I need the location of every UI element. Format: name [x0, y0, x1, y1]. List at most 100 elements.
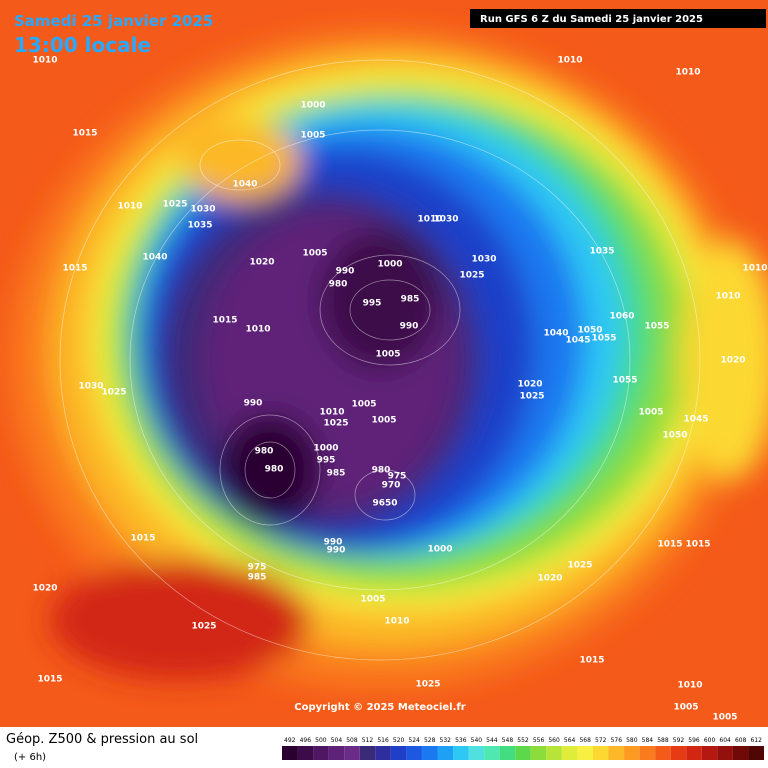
pressure-label: 1005	[712, 713, 737, 723]
pressure-label: 1010	[677, 681, 702, 691]
scale-swatch	[592, 746, 609, 760]
scale-swatch	[406, 746, 422, 760]
pressure-label: 1000	[427, 545, 452, 555]
pressure-label: 1055	[612, 376, 637, 386]
pressure-label: 985	[401, 295, 420, 305]
scale-label: 520	[393, 737, 405, 744]
pressure-label: 1025	[567, 561, 592, 571]
pressure-label: 1035	[187, 221, 212, 231]
scale-label: 516	[377, 737, 389, 744]
scale-label: 552	[517, 737, 529, 744]
scale-swatch	[421, 746, 438, 760]
scale-label: 600	[704, 737, 716, 744]
scale-swatch	[717, 746, 733, 760]
pressure-label: 980	[265, 465, 284, 475]
scale-label: 544	[486, 737, 498, 744]
scale-label: 492	[284, 737, 296, 744]
pressure-label: 1020	[537, 574, 562, 584]
pressure-label: 1010	[245, 325, 270, 335]
scale-label: 508	[346, 737, 358, 744]
pressure-label: 1000	[300, 101, 325, 111]
pressure-label: 1025	[415, 680, 440, 690]
pressure-label: 1020	[32, 584, 57, 594]
isobars	[59, 59, 701, 661]
pressure-label: 1015	[212, 316, 237, 326]
pressure-label: 1030	[190, 205, 215, 215]
scale-swatch	[639, 746, 656, 760]
pressure-label: 1000	[377, 260, 402, 270]
pressure-label: 1010	[715, 292, 740, 302]
pressure-label: 1005	[351, 400, 376, 410]
pressure-label: 1045	[565, 336, 590, 346]
pressure-label: 1005	[638, 408, 663, 418]
pressure-label: 1010	[32, 56, 57, 66]
pressure-label: 980	[329, 280, 348, 290]
scale-swatch	[515, 746, 531, 760]
pressure-label: 1025	[191, 622, 216, 632]
pressure-label: 1015	[657, 540, 682, 550]
scale-label: 596	[688, 737, 700, 744]
run-banner	[470, 9, 766, 28]
pressure-label: 1010	[557, 56, 582, 66]
scale-label: 496	[300, 737, 312, 744]
scale-label: 504	[331, 737, 343, 744]
pressure-label: 980	[372, 466, 391, 476]
scale-label: 592	[673, 737, 685, 744]
pressure-label: 1005	[360, 595, 385, 605]
pressure-label: 990	[244, 399, 263, 409]
scale-swatch	[282, 746, 298, 760]
scale-label: 532	[440, 737, 452, 744]
pressure-label: 1010	[742, 264, 767, 274]
pressure-label: 975	[248, 563, 267, 573]
scale-swatch	[561, 746, 578, 760]
pressure-label: 1000	[313, 444, 338, 454]
scale-swatch	[484, 746, 500, 760]
scale-swatch	[732, 746, 749, 760]
scale-label: 572	[595, 737, 607, 744]
scale-swatch	[624, 746, 640, 760]
scale-swatch	[359, 746, 376, 760]
pressure-label: 1015	[62, 264, 87, 274]
scale-label: 540	[471, 737, 483, 744]
pressure-label: 1010	[417, 215, 442, 225]
scale-label: 576	[611, 737, 623, 744]
pressure-label: 1005	[673, 703, 698, 713]
scale-swatch	[530, 746, 547, 760]
pressure-label: 1015	[579, 656, 604, 666]
pressure-label: 1025	[459, 271, 484, 281]
pressure-label: 1030	[433, 215, 458, 225]
copyright: Copyright © 2025 Meteociel.fr	[294, 702, 465, 713]
pressure-label: 1010	[117, 202, 142, 212]
scale-label: 528	[424, 737, 436, 744]
pressure-label: 1010	[675, 68, 700, 78]
pressure-label: 1060	[609, 312, 634, 322]
scale-label: 580	[626, 737, 638, 744]
scale-label: 588	[657, 737, 669, 744]
pressure-label: 1025	[323, 419, 348, 429]
scale-label: 536	[455, 737, 467, 744]
scale-label: 548	[502, 737, 514, 744]
scale-swatch	[546, 746, 562, 760]
pressure-label: 970	[382, 481, 401, 491]
pressure-label: 1025	[101, 388, 126, 398]
scale-label: 500	[315, 737, 327, 744]
pressure-label: 990	[324, 538, 343, 548]
scale-swatch	[437, 746, 454, 760]
pressure-label: 990	[336, 267, 355, 277]
scale-label: 556	[533, 737, 545, 744]
scale-swatch	[686, 746, 702, 760]
pressure-label: 990	[327, 546, 346, 556]
scale-swatch	[328, 746, 345, 760]
scale-swatch	[608, 746, 625, 760]
pressure-label: 1050	[662, 431, 687, 441]
scale-swatch	[468, 746, 485, 760]
scale-label: 512	[362, 737, 374, 744]
scale-swatch	[453, 746, 469, 760]
pressure-label: 1055	[644, 322, 669, 332]
pressure-label: 1005	[300, 131, 325, 141]
pressure-label: 1020	[249, 258, 274, 268]
scale-swatch	[313, 746, 329, 760]
scale-label: 568	[579, 737, 591, 744]
